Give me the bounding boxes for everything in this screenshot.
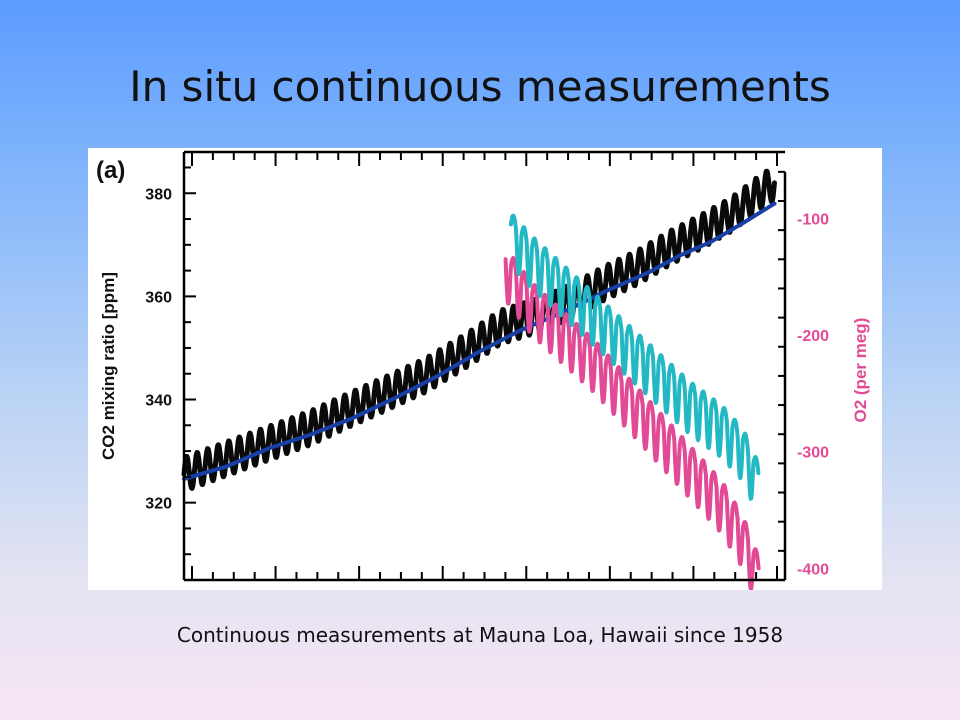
slide-title: In situ continuous measurements <box>129 62 831 111</box>
y2-tick-label: -300 <box>797 445 829 462</box>
y2-tick-label: -400 <box>797 561 829 578</box>
series-line-3 <box>508 213 761 501</box>
panel-label: (a) <box>96 157 125 184</box>
y2-tick-label: -100 <box>797 211 829 228</box>
y-tick-label: 320 <box>145 496 172 513</box>
y2-tick-label: -200 <box>797 328 829 345</box>
figure-caption: Continuous measurements at Mauna Loa, Ha… <box>176 623 784 647</box>
y-tick-label: 360 <box>145 289 172 306</box>
figure-panel: (a) 320 340 360 380 -100 -200 -300 -400 CO2 mixi… <box>88 148 882 590</box>
y-axis-label: CO2 mixing ratio [ppm] <box>99 272 118 460</box>
y-tick-label: 380 <box>145 186 172 203</box>
series-line-2 <box>503 256 761 590</box>
co2-o2-chart: (a) 320 340 360 380 -100 -200 -300 -400 CO2 mixi… <box>96 150 870 590</box>
series-line-1 <box>182 201 777 481</box>
series-line-0 <box>181 168 777 491</box>
y-tick-label: 340 <box>145 393 172 410</box>
y2-axis-label: O2 (per meg) <box>851 318 870 423</box>
